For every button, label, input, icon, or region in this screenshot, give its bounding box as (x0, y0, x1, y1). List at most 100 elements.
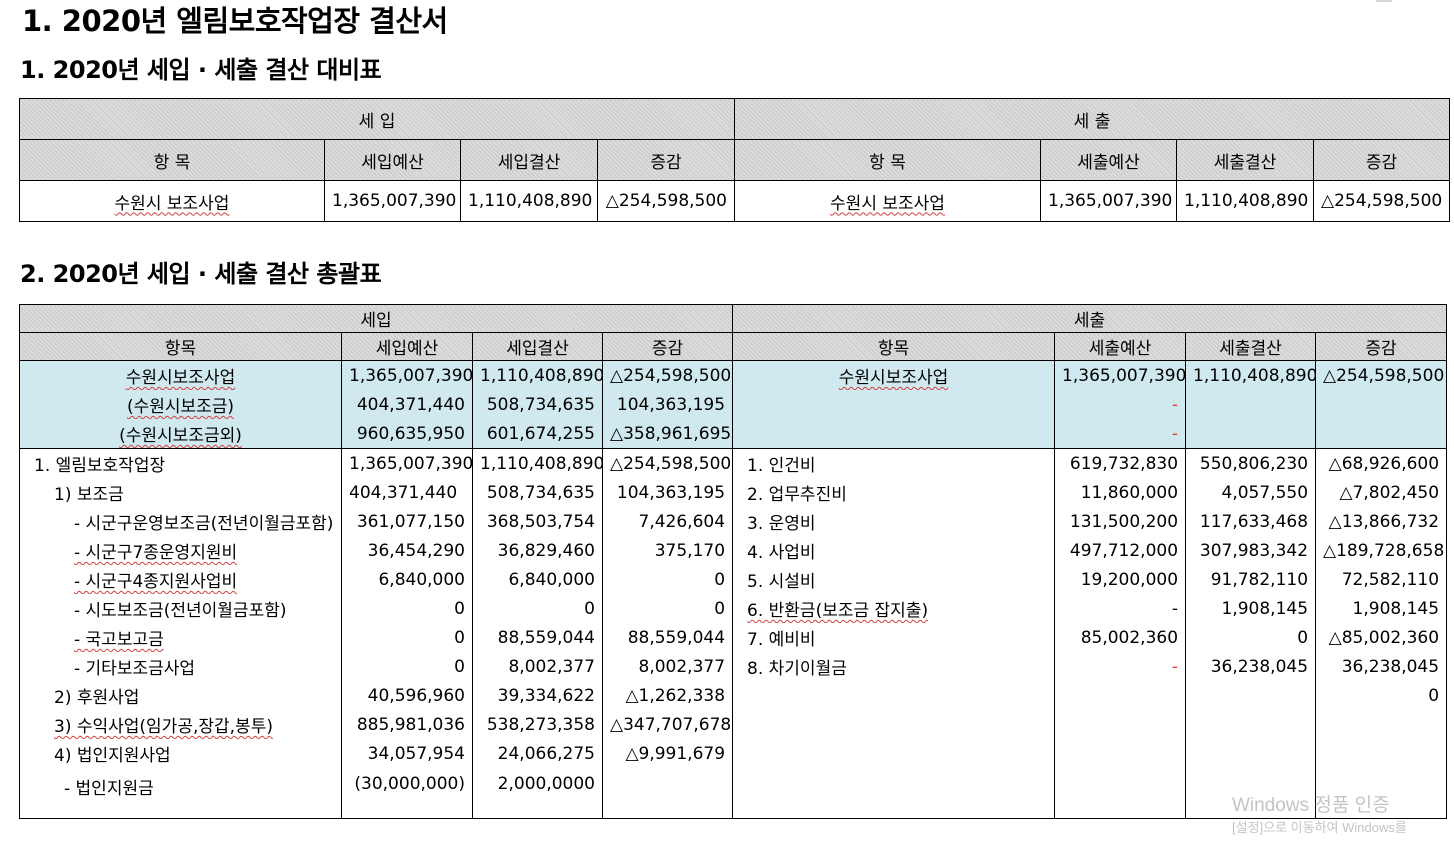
cell-settlement: 0 (472, 594, 603, 623)
cell-budget (1054, 768, 1187, 819)
cell-item: (수원시보조금외) (19, 419, 342, 449)
cell-settlement (1185, 419, 1317, 449)
cell-budget: 497,712,000 (1054, 536, 1187, 565)
cell-budget: 960,635,950 (341, 419, 473, 449)
cell-item: 1. 엘림보호작업장 (19, 448, 342, 478)
cell-item (732, 739, 1056, 768)
cell-change: 375,170 (601, 536, 734, 565)
cell-item: (수원시보조금) (19, 390, 342, 419)
cell-change: △254,598,500 (1313, 180, 1450, 222)
cell-settlement: 1,110,408,890 (472, 448, 603, 478)
cell-budget: 1,365,007,390 (1054, 360, 1187, 390)
cell-budget: 0 (341, 594, 473, 623)
table-row: - 시도보조금(전년이월금포함) 0 0 0 6. 반환금(보조금 잡지출) -… (19, 594, 1448, 623)
cell-settlement (1185, 681, 1317, 710)
table-row: - 법인지원금 (30,000,000) 2,000,0000 (19, 768, 1448, 819)
cell-item (732, 710, 1056, 739)
cell-settlement: 1,908,145 (1185, 594, 1317, 623)
cell-budget: - (1054, 594, 1187, 623)
cell-settlement (1185, 390, 1317, 419)
cell-item: 수원시 보조사업 (734, 180, 1041, 222)
table-row: 3) 수익사업(임가공,장갑,봉투) 885,981,036 538,273,3… (19, 710, 1448, 739)
table-row: 수원시 보조사업 1,365,007,390 1,110,408,890 △25… (19, 180, 1450, 222)
section1-heading: 1. 2020년 세입 · 세출 결산 대비표 (20, 56, 382, 84)
cell-settlement: 508,734,635 (472, 478, 603, 507)
cell-item: 3) 수익사업(임가공,장갑,봉투) (19, 710, 342, 739)
cell-item: 수원시 보조사업 (19, 180, 325, 222)
cell-settlement: 2,000,0000 (472, 768, 603, 819)
cell-budget: 11,860,000 (1054, 478, 1187, 507)
cell-change (1315, 390, 1448, 419)
col-header: 세출결산 (1185, 332, 1317, 361)
column-header-row: 항목 세입예산 세입결산 증감 항목 세출예산 세출결산 증감 (19, 332, 1448, 361)
activation-watermark-text: [설정]으로 이동하여 Windows를 (1232, 820, 1407, 835)
table-row: 1. 엘림보호작업장 1,365,007,390 1,110,408,890 △… (19, 448, 1448, 478)
column-header-row: 항 목 세입예산 세입결산 증감 항 목 세출예산 세출결산 증감 (19, 139, 1450, 181)
table-row: 1) 보조금 404,371,440 508,734,635 104,363,1… (19, 478, 1448, 507)
cell-change: 104,363,195 (601, 390, 734, 419)
cell-change (1315, 739, 1448, 768)
cell-change: 0 (601, 565, 734, 594)
cell-change: 104,363,195 (601, 478, 734, 507)
cell-change (1315, 768, 1448, 819)
cell-item: 1) 보조금 (19, 478, 342, 507)
cell-change: △7,802,450 (1315, 478, 1448, 507)
cell-change: △13,866,732 (1315, 507, 1448, 536)
cell-item (732, 390, 1056, 419)
cell-budget: 404,371,440 (341, 390, 473, 419)
cell-settlement: 24,066,275 (472, 739, 603, 768)
cell-item (732, 419, 1056, 449)
cell-item: 4. 사업비 (732, 536, 1056, 565)
cell-settlement: 1,110,408,890 (472, 360, 603, 390)
cell-change (601, 768, 734, 819)
table-row: - 시군구운영보조금(전년이월금포함) 361,077,150 368,503,… (19, 507, 1448, 536)
cell-change: 0 (1315, 681, 1448, 710)
col-header: 항 목 (19, 139, 325, 181)
cell-budget: 1,365,007,390 (341, 360, 473, 390)
cell-item: 7. 예비비 (732, 623, 1056, 652)
cell-settlement: 6,840,000 (472, 565, 603, 594)
cell-change: 72,582,110 (1315, 565, 1448, 594)
col-header: 세입예산 (324, 139, 461, 181)
cell-settlement: 1,110,408,890 (460, 180, 598, 222)
cell-settlement (1185, 710, 1317, 739)
cell-change: 0 (601, 594, 734, 623)
cell-change: 8,002,377 (601, 652, 734, 681)
col-header: 증감 (1315, 332, 1448, 361)
table-row: - 시군구4종지원사업비 6,840,000 6,840,000 0 5. 시설… (19, 565, 1448, 594)
cell-budget: 361,077,150 (341, 507, 473, 536)
table-row: - 기타보조금사업 0 8,002,377 8,002,377 8. 차기이월금… (19, 652, 1448, 681)
cell-settlement: 88,559,044 (472, 623, 603, 652)
cell-item: - 기타보조금사업 (19, 652, 342, 681)
cell-change: △68,926,600 (1315, 448, 1448, 478)
cell-change: △189,728,658 (1315, 536, 1448, 565)
income-group-header: 세입 (18, 304, 734, 333)
cell-budget (1054, 710, 1187, 739)
cell-budget: 19,200,000 (1054, 565, 1187, 594)
cell-item: - 시군구4종지원사업비 (19, 565, 342, 594)
expense-group-header: 세 출 (734, 98, 1450, 140)
cell-settlement (1185, 739, 1317, 768)
income-group-header: 세 입 (19, 98, 735, 140)
cell-budget: 1,365,007,390 (1040, 180, 1177, 222)
cell-change: 88,559,044 (601, 623, 734, 652)
comparison-table: 세 입 세 출 항 목 세입예산 세입결산 증감 항 목 세출예산 세출결산 증… (19, 98, 1450, 222)
cell-settlement (1185, 768, 1317, 819)
cell-change: △254,598,500 (601, 360, 734, 390)
col-header: 세입결산 (460, 139, 598, 181)
cell-item: 1. 인건비 (732, 448, 1056, 478)
cell-settlement: 538,273,358 (472, 710, 603, 739)
cell-item: 수원시보조사업 (19, 360, 342, 390)
activation-watermark-title: Windows 정품 인증 (1232, 795, 1390, 816)
cell-change: △347,707,678 (601, 710, 734, 739)
cell-item: 4) 법인지원사업 (19, 739, 342, 768)
cell-settlement: 91,782,110 (1185, 565, 1317, 594)
cell-budget: 1,365,007,390 (341, 448, 473, 478)
cell-settlement: 1,110,408,890 (1176, 180, 1314, 222)
cell-budget: 34,057,954 (341, 739, 473, 768)
cell-change: △1,262,338 (601, 681, 734, 710)
col-header: 항목 (732, 332, 1056, 361)
col-header: 세입예산 (341, 332, 473, 361)
cell-item: 5. 시설비 (732, 565, 1056, 594)
cell-budget: - (1054, 652, 1187, 681)
